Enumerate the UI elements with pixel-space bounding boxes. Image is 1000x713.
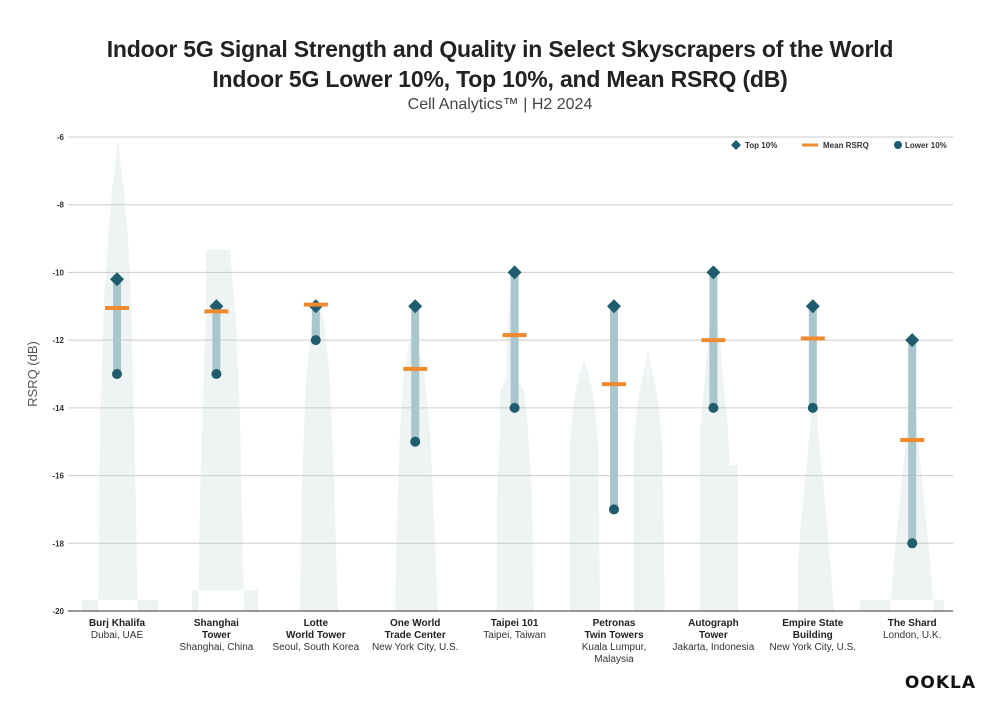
building-silhouette	[632, 350, 665, 611]
lower-10-marker	[112, 369, 122, 379]
building-group	[105, 272, 129, 379]
y-tick-label: -14	[52, 404, 64, 413]
y-tick-label: -10	[52, 268, 64, 277]
range-bar	[113, 279, 121, 374]
mean-marker	[403, 366, 428, 371]
category-location: Malaysia	[594, 654, 634, 665]
category-location: Kuala Lumpur,	[582, 642, 647, 653]
category-name: Autograph	[688, 618, 739, 629]
building-group	[701, 265, 726, 413]
ookla-logo: OOKLA	[904, 673, 976, 693]
chart-titles: Indoor 5G Signal Strength and Quality in…	[0, 34, 1000, 116]
mean-marker	[204, 309, 229, 314]
range-bar	[411, 306, 420, 442]
category-location: New York City, U.S.	[770, 642, 857, 653]
mean-marker	[105, 305, 129, 310]
building-silhouette	[492, 270, 540, 611]
top-10-marker	[905, 333, 920, 348]
category-name: Twin Towers	[584, 630, 644, 641]
y-tick-label: -20	[52, 607, 64, 616]
lower-10-marker	[609, 504, 619, 515]
range-bar	[808, 306, 817, 408]
building-silhouette	[565, 360, 600, 611]
top-10-marker	[408, 299, 423, 314]
legend-mean-marker	[802, 143, 818, 147]
category-name: Building	[793, 630, 833, 641]
top-10-marker	[805, 299, 820, 314]
lower-10-marker	[310, 335, 321, 346]
building-group	[602, 299, 626, 515]
range-bar	[510, 272, 519, 408]
chart-subtitle: Cell Analytics™ | H2 2024	[407, 96, 593, 113]
category-name: Lotte	[304, 618, 329, 629]
building-group	[303, 299, 328, 346]
category-name: Shanghai	[194, 618, 239, 629]
category-name: Tower	[699, 630, 728, 641]
building-group	[800, 299, 825, 413]
y-tick-label: -12	[52, 336, 64, 345]
building-silhouette	[192, 250, 258, 611]
top-10-marker	[607, 299, 621, 314]
mean-marker	[303, 302, 328, 307]
lower-10-marker	[907, 538, 918, 549]
chart-title-line-1: Indoor 5G Signal Strength and Quality in…	[106, 36, 894, 62]
lower-10-marker	[410, 436, 421, 447]
legend-top-marker	[731, 140, 741, 150]
category-name: One World	[390, 618, 440, 629]
legend: Top 10% Mean RSRQ Lower 10%	[731, 140, 947, 150]
y-tick-label: -16	[52, 472, 64, 481]
range-bar	[212, 306, 221, 374]
mean-marker	[502, 333, 527, 338]
category-location: Jakarta, Indonesia	[673, 642, 755, 653]
lower-10-marker	[807, 402, 818, 413]
chart-title-line-2: Indoor 5G Lower 10%, Top 10%, and Mean R…	[212, 66, 788, 92]
y-tick-label: -8	[57, 201, 65, 210]
y-axis-title: RSRQ (dB)	[25, 341, 40, 407]
y-tick-label: -6	[57, 133, 65, 142]
category-location: Shanghai, China	[179, 642, 253, 653]
building-group	[403, 299, 428, 447]
building-silhouette	[860, 380, 944, 611]
legend-lower-marker	[894, 141, 902, 149]
legend-top-label: Top 10%	[745, 141, 777, 150]
building-silhouette	[290, 300, 346, 611]
building-group	[502, 265, 527, 413]
top-10-marker	[110, 272, 124, 287]
building-silhouette	[794, 330, 834, 611]
range-bar	[311, 306, 320, 341]
range-bar	[610, 306, 618, 510]
mean-marker	[602, 382, 626, 387]
lower-10-marker	[708, 402, 719, 413]
category-location: Seoul, South Korea	[272, 642, 359, 653]
category-name: Tower	[202, 630, 231, 641]
category-name: Empire State	[782, 618, 844, 629]
y-tick-label: -18	[52, 539, 64, 548]
category-name: Burj Khalifa	[89, 618, 146, 629]
top-10-marker	[507, 265, 522, 280]
category-name: World Tower	[286, 630, 346, 641]
lower-10-marker	[211, 369, 222, 379]
mean-marker	[800, 336, 825, 341]
building-silhouette	[696, 300, 738, 611]
category-location: Dubai, UAE	[91, 630, 144, 641]
category-name: Trade Center	[385, 630, 446, 641]
category-location: London, U.K.	[883, 630, 941, 641]
category-name: Petronas	[593, 618, 636, 629]
category-name: Taipei 101	[491, 618, 539, 629]
top-10-marker	[706, 265, 721, 280]
category-location: New York City, U.S.	[372, 642, 459, 653]
category-location: Taipei, Taiwan	[483, 630, 546, 641]
building-group	[900, 333, 925, 549]
legend-lower-label: Lower 10%	[905, 141, 947, 150]
category-name: The Shard	[888, 618, 937, 629]
mean-marker	[701, 338, 726, 343]
mean-marker	[900, 438, 925, 443]
legend-mean-label: Mean RSRQ	[823, 141, 869, 150]
lower-10-marker	[509, 402, 520, 413]
building-group	[204, 299, 229, 379]
